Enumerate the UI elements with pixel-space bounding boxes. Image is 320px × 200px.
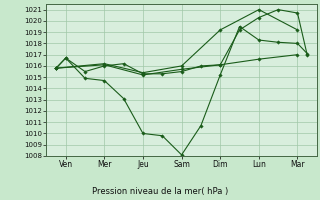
Text: Pression niveau de la mer( hPa ): Pression niveau de la mer( hPa ) — [92, 187, 228, 196]
